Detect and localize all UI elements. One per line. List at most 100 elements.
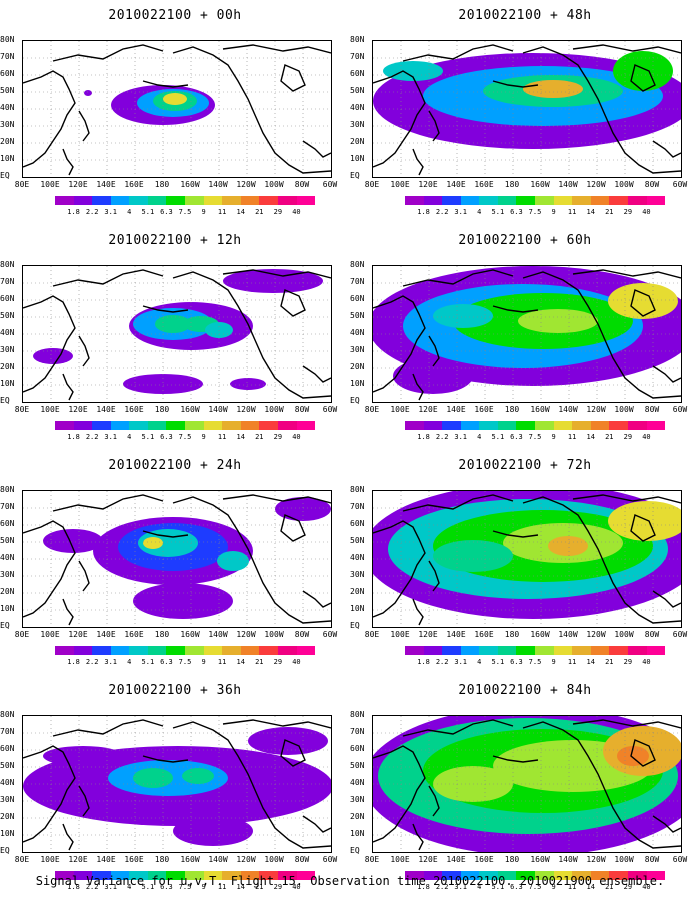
colorbar-swatch [203, 646, 223, 655]
colorbar-swatch [147, 646, 167, 655]
lon-label: 140E [446, 855, 466, 864]
lat-label: 40N [350, 553, 365, 562]
colorbar-label: 7.5 [178, 658, 192, 666]
lat-label: 60N [0, 294, 15, 303]
lon-label: 160W [180, 405, 200, 414]
coastline [652, 815, 681, 833]
colorbar-swatch [497, 196, 517, 205]
panel-title: 2010022100 + 36h [108, 683, 242, 698]
colorbar-label: 40 [292, 883, 301, 891]
colorbar-label: 3.1 [454, 658, 468, 666]
variance-contour [133, 768, 173, 788]
colorbar-swatch [222, 871, 241, 880]
colorbar-label: 5.1 [141, 658, 155, 666]
map-plot [22, 40, 332, 178]
variance-contour [230, 378, 266, 390]
colorbar-swatch [110, 871, 130, 880]
variance-shading [84, 85, 215, 125]
colorbar-swatch [222, 196, 241, 205]
colorbar-swatch [92, 871, 111, 880]
lon-label: 120E [418, 180, 438, 189]
lon-label: 160W [180, 180, 200, 189]
colorbar-label: 4 [477, 658, 482, 666]
colorbar-swatch [553, 646, 573, 655]
colorbar-label: 29 [623, 208, 633, 216]
forecast-panel: 2010022100 + 60h 80N 70N 60N 50N 40N 30N 20N 10N… [350, 225, 700, 450]
lat-label: 40N [0, 778, 15, 787]
colorbar-label: 6.3 [510, 883, 523, 891]
lon-label: 80W [644, 405, 660, 414]
variance-shading [373, 491, 681, 619]
coastline [630, 514, 656, 542]
colorbar-swatch [405, 196, 424, 205]
coastline [222, 269, 331, 279]
map-plot [372, 490, 682, 628]
lat-label: 60N [350, 294, 365, 303]
colorbar-swatch [147, 421, 167, 430]
lon-label: 140W [208, 630, 228, 639]
panel-title: 2010022100 + 12h [108, 233, 242, 248]
lon-label: 160W [530, 405, 550, 414]
coastline [412, 148, 424, 176]
map-grid [23, 491, 331, 627]
coastline [630, 739, 656, 767]
colorbar-swatch [185, 196, 204, 205]
lon-label: 60W [322, 630, 338, 639]
lat-label: 60N [0, 519, 15, 528]
colorbar-swatch [609, 646, 628, 655]
colorbar-swatch [203, 196, 223, 205]
colorbar-swatch [296, 871, 316, 880]
lon-label: 140E [446, 180, 466, 189]
colorbar [405, 421, 666, 430]
lat-label: 50N [0, 761, 15, 770]
coastline [302, 590, 331, 608]
colorbar-label: 2.2 [85, 208, 99, 216]
lon-label: 100W [614, 180, 634, 189]
colorbar-swatch [460, 421, 480, 430]
colorbar-label: 5.1 [491, 208, 505, 216]
coastline [572, 269, 681, 279]
colorbar-label: 29 [623, 658, 633, 666]
colorbar-label: 2.2 [85, 433, 99, 441]
panel-title: 2010022100 + 48h [458, 8, 592, 23]
lat-label: 80N [0, 260, 15, 269]
lat-label: EQ [350, 846, 360, 855]
colorbar-label: 2.2 [85, 883, 99, 891]
colorbar-label: 4 [127, 658, 132, 666]
coastline [302, 365, 331, 383]
lon-label: 80W [644, 180, 660, 189]
lon-label: 80W [294, 855, 310, 864]
colorbar-swatch [479, 871, 498, 880]
colorbar-label: 2.2 [435, 883, 449, 891]
colorbar-label: 3.1 [104, 433, 118, 441]
lon-label: 140E [96, 855, 116, 864]
colorbar [405, 196, 666, 205]
lat-label: 50N [0, 536, 15, 545]
lat-label: 60N [350, 69, 365, 78]
lon-label: 160E [474, 180, 494, 189]
lat-label: 80N [350, 260, 365, 269]
colorbar-label: 4 [127, 208, 132, 216]
colorbar-label: 1.8 [417, 208, 430, 216]
colorbar-swatch [497, 646, 517, 655]
lon-label: 60W [672, 855, 688, 864]
lon-label: 60W [322, 405, 338, 414]
lon-label: 120E [418, 855, 438, 864]
lon-label: 100E [390, 405, 410, 414]
lat-label: 10N [0, 379, 15, 388]
panel-title: 2010022100 + 24h [108, 458, 242, 473]
lon-label: 120W [586, 180, 606, 189]
coastline [373, 745, 426, 843]
lon-label: 80E [364, 405, 380, 414]
colorbar-swatch [240, 871, 260, 880]
colorbar-swatch [646, 196, 666, 205]
lon-label: 100W [614, 855, 634, 864]
colorbar-swatch [572, 871, 591, 880]
map-grid [373, 716, 681, 852]
colorbar-label: 6.3 [160, 433, 173, 441]
coastline [52, 44, 164, 62]
coastline [222, 494, 331, 504]
colorbar-label: 29 [273, 658, 283, 666]
variance-shading [23, 727, 331, 846]
colorbar-label: 11 [567, 433, 577, 441]
